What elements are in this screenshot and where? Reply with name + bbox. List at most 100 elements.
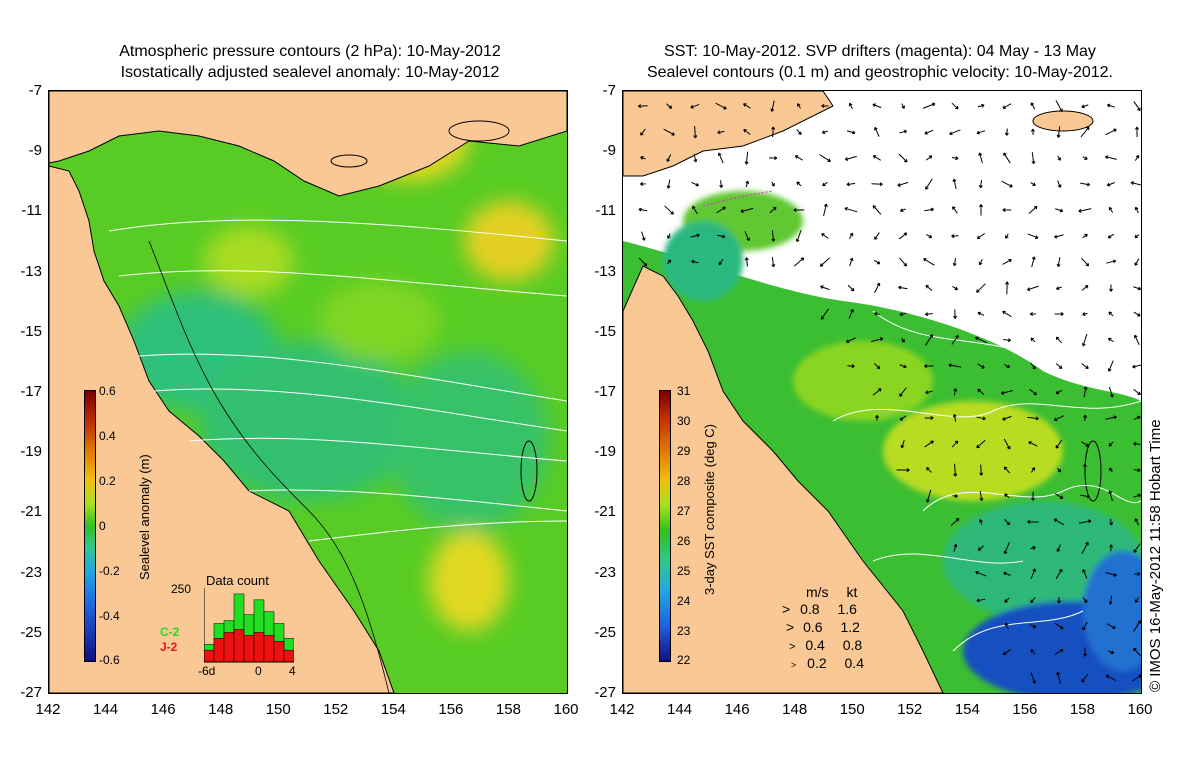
velocity-arrow — [1082, 312, 1088, 316]
velocity-arrow — [1105, 128, 1117, 136]
velocity-arrow — [666, 154, 672, 162]
velocity-arrow — [925, 489, 932, 503]
velocity-arrow — [795, 230, 802, 243]
velocity-arrow — [1004, 364, 1011, 369]
sst-colorbar-label: 3-day SST composite (deg C) — [702, 424, 717, 595]
velocity-arrow — [691, 259, 699, 264]
data-count-xtick: -6d — [198, 664, 216, 678]
velocity-arrow — [951, 234, 959, 239]
velocity-arrow — [848, 309, 854, 319]
velocity-arrow — [901, 337, 905, 343]
left-title-line1: Atmospheric pressure contours (2 hPa): 1… — [119, 43, 501, 60]
velocity-legend-row: > 0.8 1.6 — [782, 601, 857, 617]
velocity-arrow — [1134, 258, 1140, 266]
right-x-tick: 160 — [1127, 701, 1153, 718]
right-x-tick: 152 — [897, 701, 923, 718]
velocity-arrow — [1031, 152, 1036, 165]
velocity-legend-kt: 1.6 — [837, 601, 857, 617]
velocity-arrow — [977, 103, 985, 108]
velocity-arrow — [1134, 518, 1140, 526]
velocity-arrow — [1105, 674, 1117, 681]
right-y-tick: -23 — [594, 563, 616, 581]
sst-colorbar — [659, 390, 671, 662]
velocity-arrow — [1054, 622, 1064, 630]
velocity-arrow — [1004, 493, 1010, 499]
velocity-arrow — [979, 519, 983, 525]
velocity-arrow — [950, 518, 960, 526]
velocity-arrow — [1055, 389, 1063, 395]
velocity-arrow — [1057, 155, 1061, 161]
velocity-arrow — [640, 156, 646, 160]
velocity-arrow — [1002, 258, 1012, 265]
velocity-arrow — [1133, 286, 1141, 291]
sst-colorbar-tick: 27 — [677, 504, 691, 518]
velocity-arrow — [667, 259, 672, 265]
velocity-arrow — [663, 128, 675, 136]
geostrophic-velocity-arrows — [637, 100, 1141, 684]
velocity-arrow — [796, 103, 801, 109]
velocity-arrow — [874, 232, 880, 240]
velocity-arrow — [1108, 490, 1113, 502]
velocity-arrow — [976, 232, 985, 240]
velocity-arrow — [819, 257, 830, 267]
velocity-arrow — [1082, 233, 1088, 239]
velocity-arrow — [975, 336, 987, 344]
velocity-arrow — [1029, 624, 1037, 629]
velocity-arrow — [771, 126, 776, 138]
velocity-arrow — [897, 181, 909, 187]
velocity-arrow — [1134, 571, 1141, 576]
velocity-arrow — [1081, 257, 1090, 267]
velocity-arrow — [978, 180, 983, 189]
velocity-arrow — [871, 182, 883, 187]
data-count-ymax: 250 — [171, 582, 192, 596]
velocity-arrow — [1108, 650, 1115, 655]
velocity-arrow — [1133, 101, 1141, 112]
velocity-arrow — [953, 543, 958, 552]
right-title-line2: Sealevel contours (0.1 m) and geostrophi… — [646, 64, 1113, 81]
velocity-arrow — [1105, 415, 1117, 420]
velocity-arrow — [977, 363, 985, 369]
velocity-arrow — [979, 491, 984, 502]
velocity-arrow — [977, 311, 985, 316]
velocity-arrow — [1133, 388, 1141, 396]
velocity-arrow — [1133, 620, 1141, 632]
velocity-arrow — [1109, 284, 1113, 292]
velocity-arrow — [744, 231, 750, 242]
right-map-panel — [622, 90, 1142, 694]
velocity-arrow — [924, 440, 934, 448]
velocity-arrow — [640, 128, 646, 136]
velocity-arrow — [951, 440, 959, 448]
velocity-arrow — [1130, 181, 1141, 186]
velocity-arrow — [1054, 493, 1064, 499]
velocity-arrow — [794, 155, 803, 161]
velocity-arrow — [1003, 338, 1012, 343]
right-x-tick: 150 — [839, 701, 865, 718]
velocity-arrow — [743, 103, 751, 109]
velocity-arrow — [898, 285, 908, 290]
velocity-arrow — [1030, 337, 1036, 343]
velocity-arrow — [771, 181, 775, 187]
velocity-arrow — [952, 285, 959, 291]
velocity-arrow — [1133, 647, 1141, 657]
left-title-line2: Isostatically adjusted sealevel anomaly:… — [120, 64, 500, 81]
velocity-arrow — [896, 468, 910, 473]
velocity-arrow — [1004, 622, 1009, 630]
velocity-arrow — [848, 102, 853, 109]
velocity-arrow — [1029, 388, 1037, 396]
right-x-tick: 148 — [782, 701, 808, 718]
velocity-arrow — [900, 440, 905, 449]
velocity-legend-arrow-icon: > — [791, 660, 797, 670]
velocity-arrow — [977, 545, 984, 551]
velocity-arrow — [875, 414, 879, 421]
velocity-legend-row: > 0.2 0.4 — [791, 655, 864, 673]
left-y-tick: -11 — [21, 202, 42, 220]
right-y-tick: -11 — [595, 202, 616, 220]
velocity-arrow — [926, 467, 932, 473]
velocity-arrow — [638, 257, 648, 267]
velocity-arrow — [1133, 493, 1141, 498]
left-x-tick: 148 — [208, 701, 234, 718]
left-x-tick: 146 — [150, 701, 176, 718]
sealevel-colorbar-tick: -0.4 — [99, 609, 120, 623]
velocity-legend-ms: 0.8 — [800, 601, 820, 617]
velocity-arrow — [1055, 439, 1063, 449]
